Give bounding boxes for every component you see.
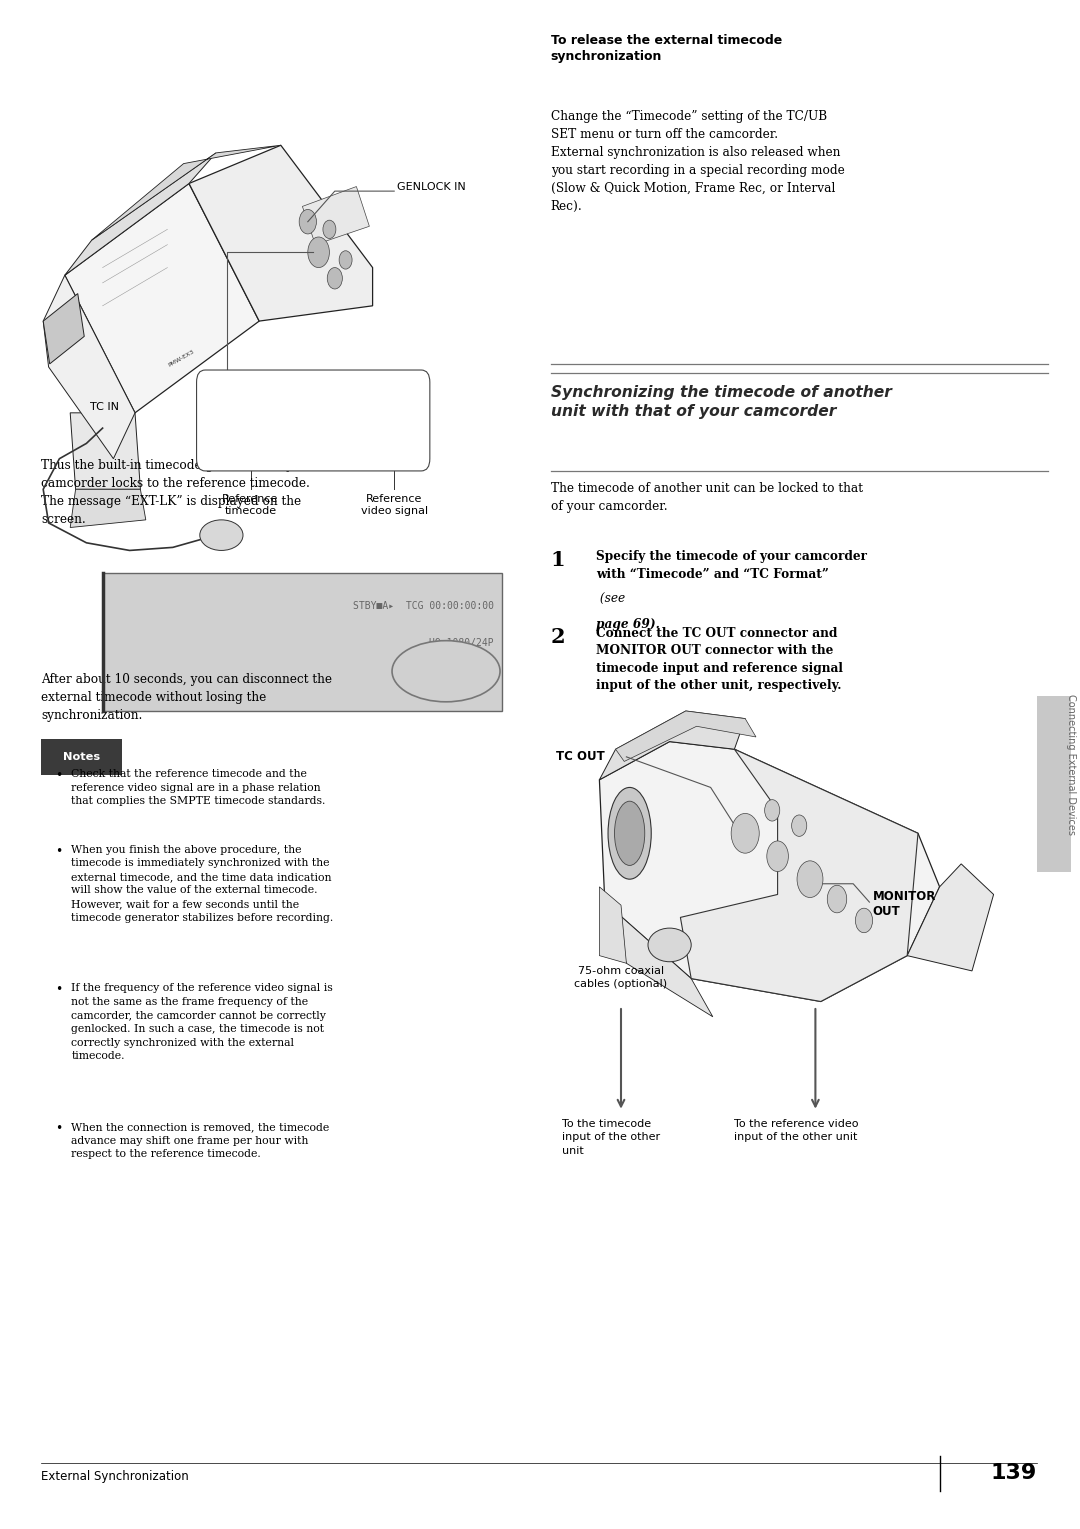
- Text: TC IN: TC IN: [90, 402, 119, 413]
- Text: GENLOCK IN: GENLOCK IN: [397, 182, 467, 191]
- Text: •: •: [55, 1122, 63, 1136]
- Text: •: •: [55, 769, 63, 783]
- Text: Synchronizing the timecode of another
unit with that of your camcorder: Synchronizing the timecode of another un…: [551, 385, 892, 419]
- Circle shape: [327, 268, 342, 289]
- Text: 75-ohm coaxial
cables (optional): 75-ohm coaxial cables (optional): [270, 408, 356, 430]
- Text: The timecode of another unit can be locked to that
of your camcorder.: The timecode of another unit can be lock…: [551, 482, 863, 512]
- Polygon shape: [43, 294, 84, 364]
- Polygon shape: [302, 187, 369, 245]
- Text: After about 10 seconds, you can disconnect the
external timecode without losing : After about 10 seconds, you can disconne…: [41, 673, 332, 722]
- Ellipse shape: [608, 787, 651, 879]
- Text: •: •: [55, 844, 63, 858]
- Text: •: •: [55, 983, 63, 997]
- Ellipse shape: [615, 801, 645, 865]
- Text: Change the “Timecode” setting of the TC/UB
SET menu or turn off the camcorder.
E: Change the “Timecode” setting of the TC/…: [551, 110, 845, 213]
- Ellipse shape: [200, 520, 243, 550]
- Polygon shape: [189, 145, 373, 321]
- Polygon shape: [680, 749, 918, 1001]
- FancyBboxPatch shape: [197, 370, 430, 471]
- Text: Check that the reference timecode and the
reference video signal are in a phase : Check that the reference timecode and th…: [71, 769, 326, 806]
- Polygon shape: [43, 275, 135, 459]
- Polygon shape: [605, 902, 713, 1017]
- Text: When you finish the above procedure, the
timecode is immediately synchronized wi: When you finish the above procedure, the…: [71, 844, 334, 922]
- Text: 139: 139: [990, 1463, 1037, 1483]
- Text: PMW-EX3: PMW-EX3: [167, 349, 195, 368]
- Text: EXT-LK: EXT-LK: [427, 667, 465, 676]
- Text: When the connection is removed, the timecode
advance may shift one frame per hou: When the connection is removed, the time…: [71, 1122, 329, 1159]
- Circle shape: [797, 861, 823, 898]
- FancyBboxPatch shape: [103, 573, 502, 711]
- Polygon shape: [70, 489, 146, 528]
- Polygon shape: [599, 887, 626, 963]
- Text: External Synchronization: External Synchronization: [41, 1469, 189, 1483]
- Text: Thus the built-in timecode generator of your
camcorder locks to the reference ti: Thus the built-in timecode generator of …: [41, 459, 314, 526]
- Text: 75-ohm coaxial
cables (optional): 75-ohm coaxial cables (optional): [575, 966, 667, 989]
- Text: To the timecode
input of the other
unit: To the timecode input of the other unit: [562, 1119, 660, 1156]
- Polygon shape: [65, 153, 216, 275]
- Polygon shape: [70, 413, 140, 489]
- Ellipse shape: [648, 928, 691, 962]
- Text: TC OUT: TC OUT: [556, 751, 605, 763]
- FancyBboxPatch shape: [41, 739, 122, 775]
- Text: Specify the timecode of your camcorder
with “Timecode” and “TC Format”: Specify the timecode of your camcorder w…: [596, 550, 867, 581]
- Text: MONITOR
OUT: MONITOR OUT: [873, 890, 936, 917]
- Circle shape: [767, 841, 788, 872]
- Circle shape: [299, 209, 316, 234]
- Polygon shape: [907, 864, 994, 971]
- FancyBboxPatch shape: [1037, 696, 1071, 872]
- Polygon shape: [599, 742, 940, 1001]
- Polygon shape: [65, 183, 259, 413]
- Text: page 69).: page 69).: [596, 618, 660, 631]
- Circle shape: [731, 813, 759, 853]
- Text: Notes: Notes: [63, 752, 100, 761]
- Polygon shape: [599, 711, 745, 780]
- Text: HQ 1080/24P: HQ 1080/24P: [429, 638, 494, 648]
- Text: (see: (see: [596, 593, 625, 607]
- Polygon shape: [616, 711, 756, 761]
- Text: Connect the TC OUT connector and
MONITOR OUT connector with the
timecode input a: Connect the TC OUT connector and MONITOR…: [596, 627, 843, 693]
- Circle shape: [323, 220, 336, 239]
- Text: Reference
timecode: Reference timecode: [222, 494, 279, 517]
- Text: To release the external timecode
synchronization: To release the external timecode synchro…: [551, 34, 782, 63]
- Circle shape: [855, 908, 873, 933]
- Text: 2: 2: [551, 627, 566, 647]
- Ellipse shape: [392, 641, 500, 702]
- Text: Reference
video signal: Reference video signal: [361, 494, 428, 517]
- Text: 1: 1: [551, 550, 566, 570]
- Text: To the reference video
input of the other unit: To the reference video input of the othe…: [734, 1119, 859, 1142]
- Text: STBY■A▸  TCG 00:00:00:00: STBY■A▸ TCG 00:00:00:00: [352, 601, 494, 612]
- Circle shape: [765, 800, 780, 821]
- Polygon shape: [92, 145, 281, 240]
- Text: If the frequency of the reference video signal is
not the same as the frame freq: If the frequency of the reference video …: [71, 983, 333, 1061]
- Circle shape: [339, 251, 352, 269]
- Circle shape: [827, 885, 847, 913]
- Circle shape: [792, 815, 807, 836]
- Text: Connecting External Devices: Connecting External Devices: [1066, 694, 1077, 835]
- Circle shape: [308, 237, 329, 268]
